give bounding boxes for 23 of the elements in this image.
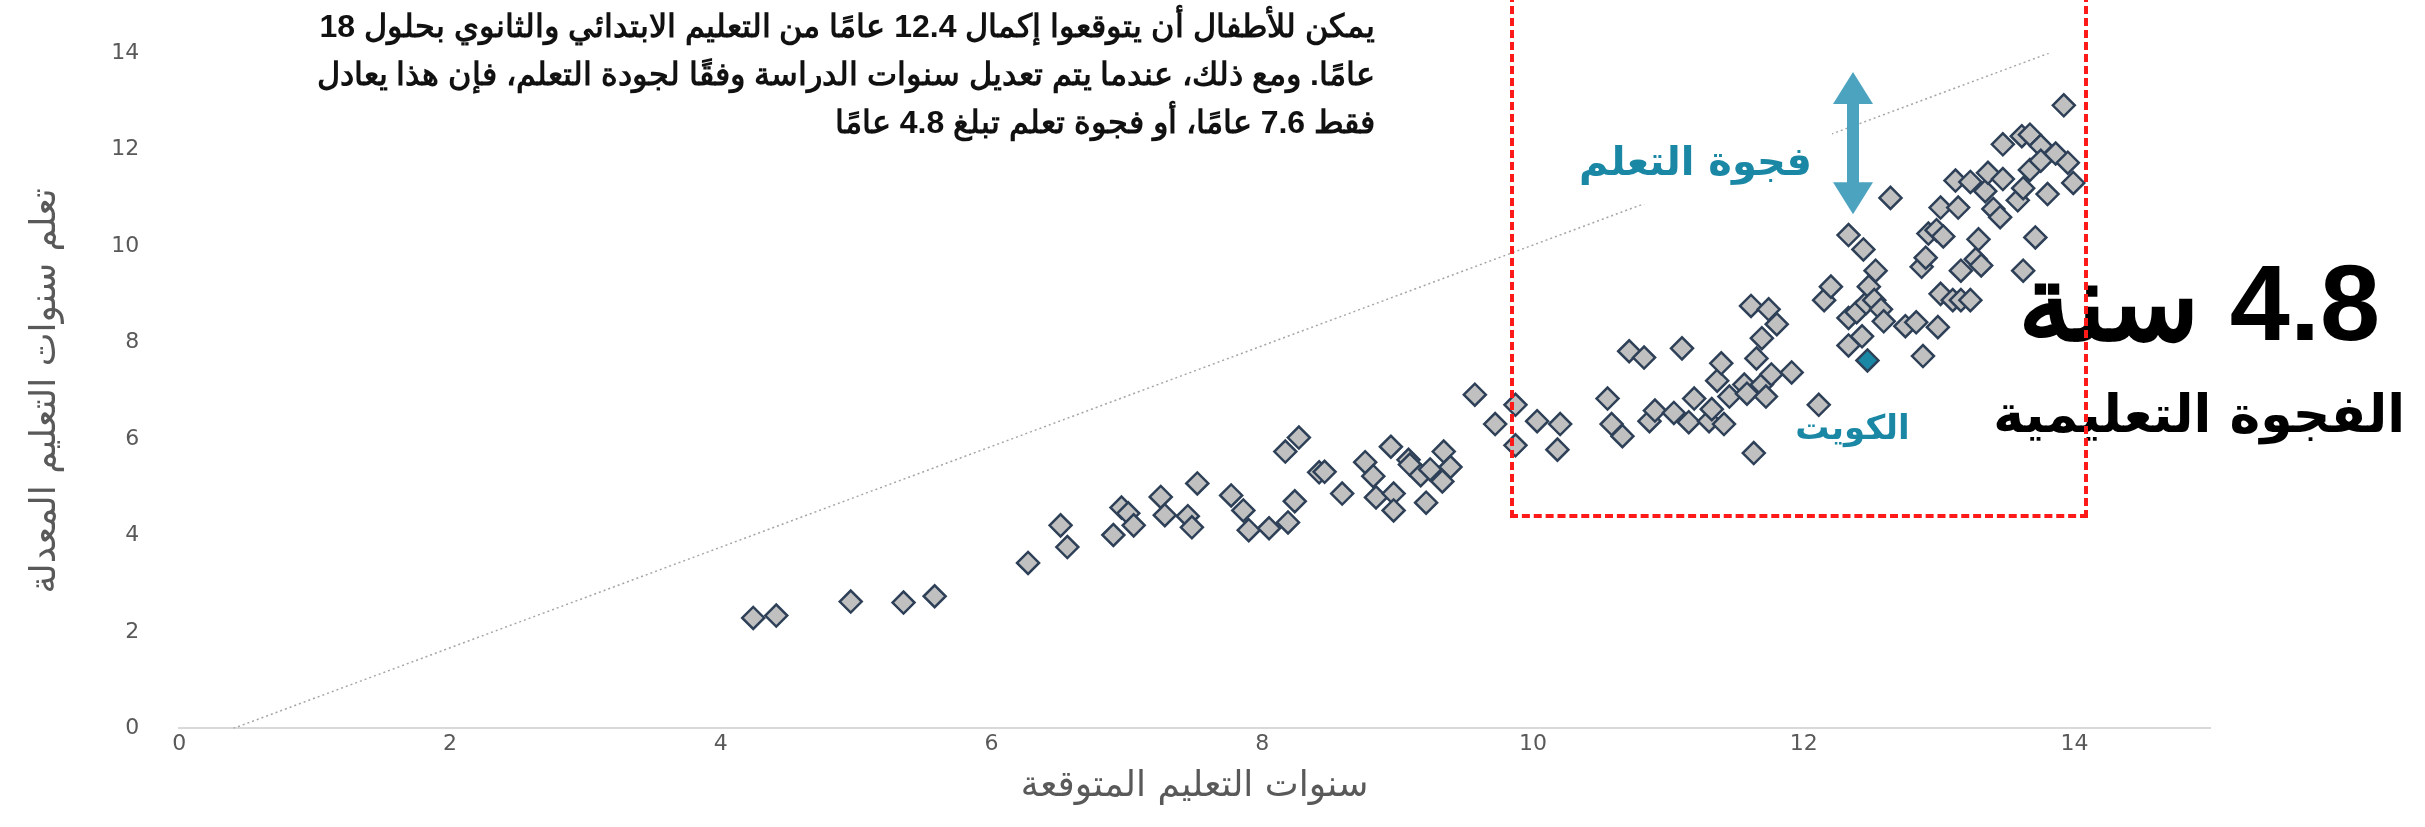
x-tick-label: 14 (2060, 730, 2089, 756)
x-tick-label: 10 (1519, 730, 1548, 756)
y-tick-label: 2 (125, 617, 140, 643)
annotation: الفجوة التعليمية (1993, 383, 2405, 445)
y-axis-title: تعلم سنوات التعليم المعدلة (21, 188, 64, 594)
y-tick-label: 4 (125, 521, 140, 547)
annotation: الكويت (1795, 407, 1910, 449)
y-tick-label: 6 (125, 424, 140, 450)
y-tick-label: 8 (125, 328, 140, 354)
annotation: يمكن للأطفال أن يتوقعوا إكمال 12.4 عامًا من التعليم الابتدائي والثانوي بحلول 18 عامًا. ومع ذلك، عندما يتم تعديل سنوات الدراسة وفقًا لجودة التعلم، فإن هذا يعادل فقط 7.6 عامًا، أو فجوة تعلم تبلغ 4.8 عامًا (315, 3, 1375, 144)
annotation: 4.8 سنة (2017, 241, 2380, 363)
x-tick-label: 6 (984, 730, 999, 756)
x-tick-label: 2 (442, 730, 457, 756)
x-tick-label: 0 (172, 730, 187, 756)
y-tick-label: 12 (111, 135, 140, 161)
x-tick-label: 8 (1255, 730, 1270, 756)
y-tick-label: 10 (111, 231, 140, 257)
y-tick-label: 14 (111, 38, 140, 64)
x-tick-label: 12 (1789, 730, 1818, 756)
x-axis-title: سنوات التعليم المتوقعة (1020, 762, 1369, 805)
y-tick-label: 0 (125, 714, 140, 740)
annotation: فجوة التعلم (1579, 137, 1813, 185)
x-tick-label: 4 (713, 730, 728, 756)
